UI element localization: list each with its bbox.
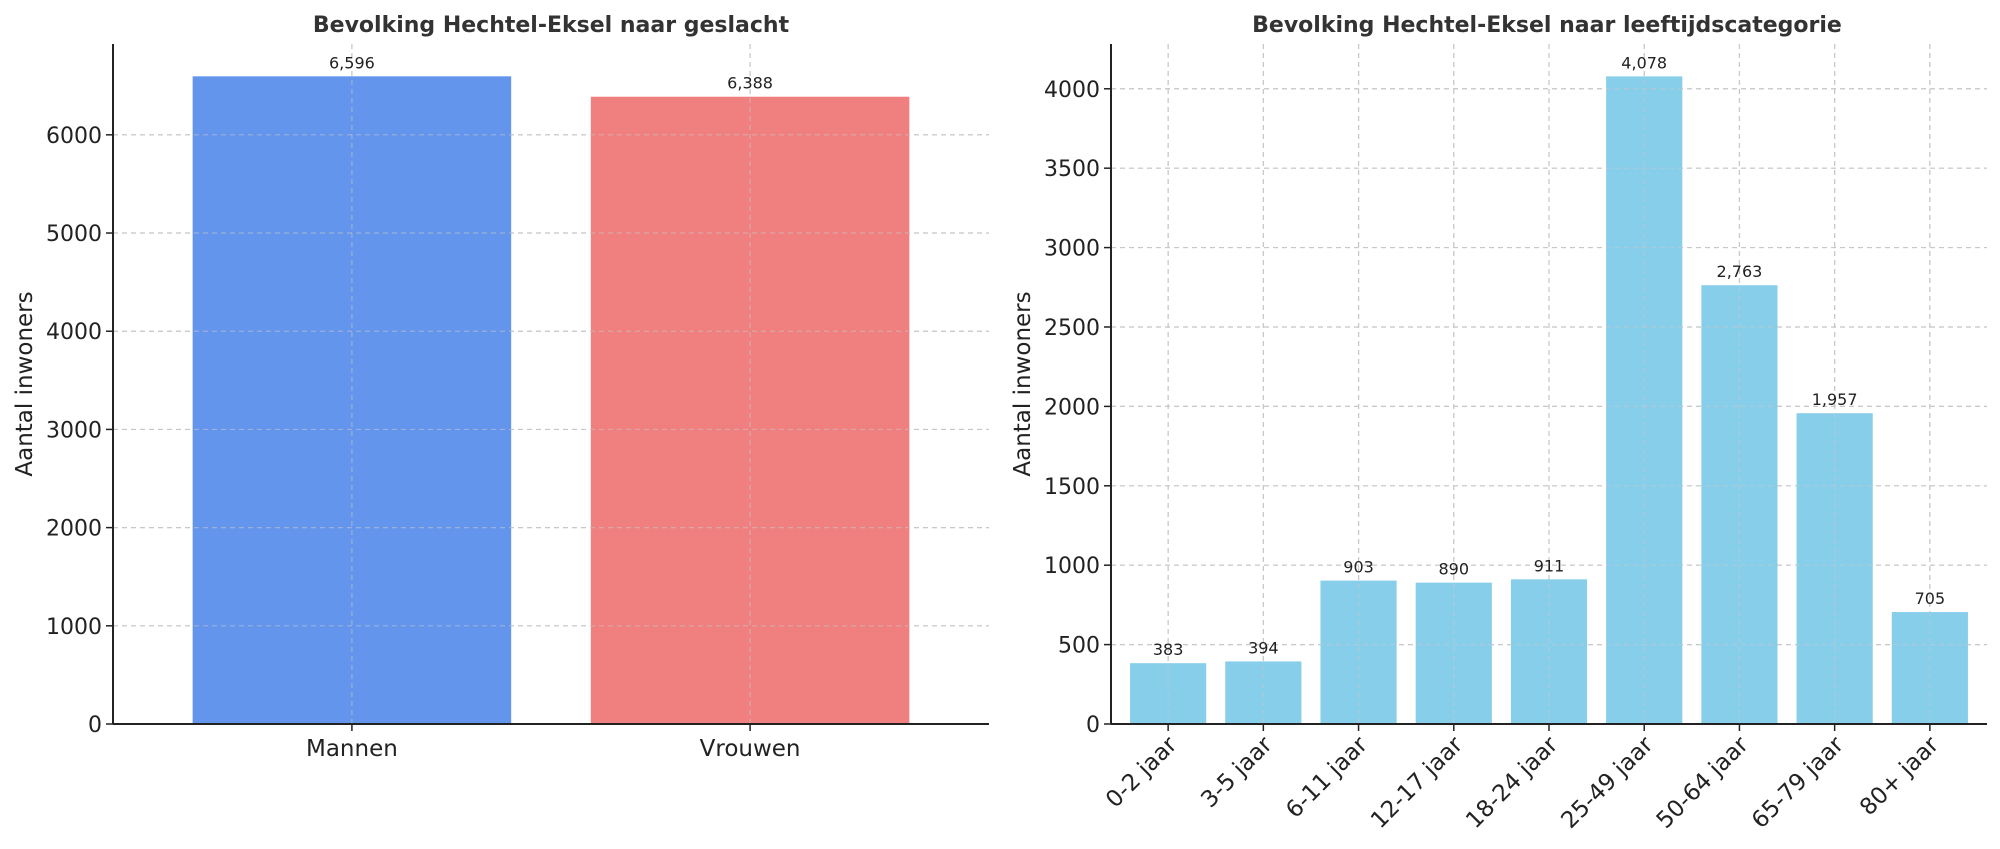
chart-gender-ytick-label: 4000 bbox=[46, 320, 102, 345]
chart-gender-ytick-label: 2000 bbox=[46, 517, 102, 542]
chart-age-yticks: 0 500 1000 1500 2000 2500 3000 3500 4000 bbox=[1044, 78, 1111, 738]
chart-age-category-label: 80+ jaar bbox=[1855, 731, 1944, 820]
chart-gender-category-label: Vrouwen bbox=[700, 736, 801, 762]
chart-gender-data-labels: 6,596 6,388 bbox=[329, 53, 773, 92]
chart-age-ytick-label: 500 bbox=[1058, 634, 1100, 659]
chart-age-bars bbox=[1111, 44, 1987, 725]
chart-age-data-label: 903 bbox=[1343, 558, 1374, 577]
chart-age-data-label: 911 bbox=[1534, 556, 1565, 575]
chart-age-data-label: 890 bbox=[1439, 560, 1470, 579]
chart-age: Bevolking Hechtel-Eksel naar leeftijdsca… bbox=[1010, 13, 1987, 834]
chart-gender-ytick-label: 1000 bbox=[46, 615, 102, 640]
chart-gender-ytick-label: 3000 bbox=[46, 418, 102, 443]
chart-age-data-label: 2,763 bbox=[1717, 262, 1763, 281]
chart-age-category-label: 3-5 jaar bbox=[1196, 731, 1278, 813]
chart-gender-title: Bevolking Hechtel-Eksel naar geslacht bbox=[313, 13, 790, 38]
chart-gender: Bevolking Hechtel-Eksel naar geslacht Aa… bbox=[12, 13, 989, 762]
chart-gender-ytick-label: 6000 bbox=[46, 124, 102, 149]
chart-gender-axes bbox=[112, 44, 989, 725]
chart-gender-yticks: 0 1000 2000 3000 4000 5000 6000 bbox=[46, 124, 113, 738]
chart-age-ytick-label: 1500 bbox=[1044, 475, 1100, 500]
chart-gender-category-label: Mannen bbox=[306, 736, 398, 762]
chart-age-data-label: 4,078 bbox=[1621, 53, 1667, 72]
chart-gender-data-label: 6,388 bbox=[727, 74, 773, 93]
chart-age-category-label: 12-17 jaar bbox=[1366, 731, 1468, 833]
chart-gender-xticks: Mannen Vrouwen bbox=[306, 724, 801, 762]
chart-gender-bars bbox=[113, 44, 989, 724]
chart-gender-ytick-label: 0 bbox=[88, 713, 102, 738]
chart-age-data-label: 383 bbox=[1153, 640, 1184, 659]
chart-gender-data-label: 6,596 bbox=[329, 53, 375, 72]
chart-age-ytick-label: 3000 bbox=[1044, 237, 1100, 262]
chart-age-category-label: 65-79 jaar bbox=[1747, 731, 1849, 833]
chart-gender-ytick-label: 5000 bbox=[46, 222, 102, 247]
chart-age-data-label: 705 bbox=[1915, 589, 1946, 608]
chart-age-data-label: 394 bbox=[1248, 638, 1279, 657]
chart-age-ytick-label: 4000 bbox=[1044, 78, 1100, 103]
chart-age-data-label: 1,957 bbox=[1812, 390, 1858, 409]
chart-age-ytick-label: 0 bbox=[1086, 713, 1100, 738]
chart-age-data-labels: 383 394 903 890 911 4,078 2,763 1,957 705 bbox=[1153, 53, 1945, 659]
chart-age-category-label: 18-24 jaar bbox=[1461, 731, 1563, 833]
chart-age-ytick-label: 2500 bbox=[1044, 316, 1100, 341]
chart-gender-bar bbox=[192, 76, 512, 724]
chart-age-category-label: 0-2 jaar bbox=[1101, 731, 1183, 813]
chart-age-ytick-label: 2000 bbox=[1044, 395, 1100, 420]
chart-age-bar bbox=[1606, 76, 1683, 725]
chart-age-ytick-label: 1000 bbox=[1044, 554, 1100, 579]
chart-age-title: Bevolking Hechtel-Eksel naar leeftijdsca… bbox=[1252, 13, 1842, 38]
chart-age-category-label: 50-64 jaar bbox=[1652, 731, 1754, 833]
chart-age-ytick-label: 3500 bbox=[1044, 157, 1100, 182]
chart-age-category-label: 6-11 jaar bbox=[1281, 731, 1373, 823]
chart-age-category-label: 25-49 jaar bbox=[1557, 731, 1659, 833]
chart-age-ylabel: Aantal inwoners bbox=[1010, 291, 1036, 476]
chart-gender-ylabel: Aantal inwoners bbox=[12, 291, 38, 476]
